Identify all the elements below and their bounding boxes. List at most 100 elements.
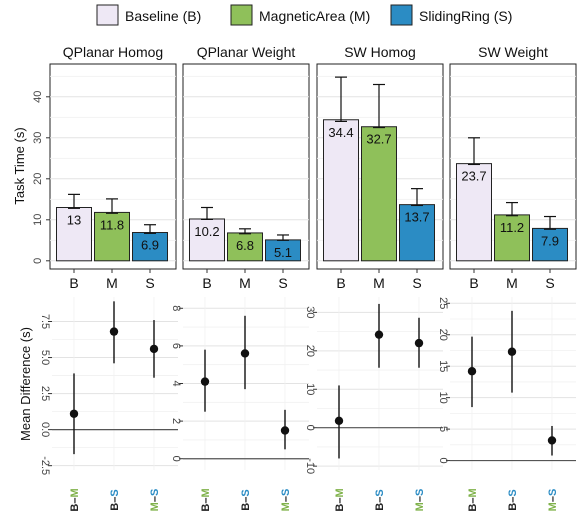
cmp-label-part: B <box>334 504 346 512</box>
cmp-label-part: B <box>200 504 212 512</box>
cmp-label-sep: – <box>374 497 386 503</box>
bar-M <box>494 214 530 262</box>
y-tick-label: 0 <box>304 425 316 431</box>
bar-panel-1: QPlanar Homog 0 10 20 30 40 13 B 11.8 M 6.9 S <box>32 44 177 291</box>
mean-point <box>240 349 250 358</box>
cmp-label-part: M <box>200 488 212 497</box>
legend-label-M: MagneticArea (M) <box>259 8 370 24</box>
x-tick-label: M–S <box>414 489 426 512</box>
cmp-label-sep: – <box>109 497 121 503</box>
x-tick-label: B <box>69 275 78 291</box>
mean-point <box>547 436 557 445</box>
cmp-label-part: S <box>109 489 121 496</box>
x-tick-label: M <box>506 275 518 291</box>
y-tick-label: 10 <box>437 392 449 404</box>
cmp-label-sep: – <box>547 496 559 502</box>
bar-value-label: 32.7 <box>366 132 391 147</box>
legend-swatch-M <box>230 4 253 26</box>
cmp-label-part: M <box>280 502 292 511</box>
y-tick-label: -2.5 <box>39 456 51 475</box>
bar-value-label: 11.2 <box>500 220 524 235</box>
y-tick-label: 8 <box>170 305 182 311</box>
x-tick-label: B <box>336 275 345 291</box>
legend-label-S: SlidingRing (S) <box>419 8 512 24</box>
cmp-label-sep: – <box>414 496 426 502</box>
cmp-label-sep: – <box>280 496 292 502</box>
mean-point <box>467 367 477 376</box>
bar-M <box>227 232 263 262</box>
y-tick-label: 20 <box>32 173 44 185</box>
bar-B <box>323 119 359 262</box>
cmp-label-sep: – <box>467 498 479 504</box>
cmp-label-part: S <box>547 489 559 496</box>
y-tick-label: 10 <box>32 214 44 226</box>
x-tick-label: M <box>373 275 385 291</box>
x-tick-label: B–S <box>240 489 252 510</box>
mean-point <box>69 409 79 418</box>
facet-title: SW Weight <box>478 44 548 60</box>
cmp-label-part: B <box>240 503 252 511</box>
cmp-label-sep: – <box>200 498 212 504</box>
cmp-label-sep: – <box>507 497 519 503</box>
legend-swatch-S <box>390 4 413 26</box>
y-tick-label: 30 <box>32 132 44 144</box>
x-tick-label: B–M <box>334 488 346 511</box>
cmp-label-part: M <box>414 502 426 511</box>
x-tick-label: S <box>145 275 154 291</box>
y-tick-label: 40 <box>32 91 44 103</box>
cmp-label-part: B <box>109 503 121 511</box>
y-tick-label: 20 <box>304 345 316 357</box>
mean-point <box>280 426 290 435</box>
bar-M <box>94 211 130 262</box>
bar-panel-2: QPlanar Weight 10.2 B 6.8 M 5.1 S <box>182 44 310 291</box>
cmp-label-part: M <box>334 488 346 497</box>
x-tick-label: S <box>412 275 421 291</box>
cmp-label-part: B <box>507 503 519 511</box>
y-tick-label: -10 <box>304 458 316 474</box>
mean-point <box>109 327 119 336</box>
y-tick-label: 0.0 <box>39 422 51 437</box>
y-tick-label: 5 <box>437 426 449 432</box>
legend: Baseline (B) MagneticArea (M) SlidingRing … <box>96 4 512 26</box>
cmp-label-part: B <box>69 504 81 512</box>
y-tick-label: 2.5 <box>39 386 51 401</box>
bar-value-label: 7.9 <box>541 233 559 248</box>
mean-point <box>374 330 384 339</box>
bar-value-label: 23.7 <box>461 169 486 184</box>
y-tick-label: 2 <box>170 418 182 424</box>
bar-value-label: 5.1 <box>274 245 292 260</box>
x-tick-label: S <box>278 275 287 291</box>
x-tick-label: B–M <box>200 488 212 511</box>
x-tick-label: B–M <box>467 488 479 511</box>
mean-point <box>149 344 159 354</box>
bar-value-label: 6.8 <box>236 238 254 253</box>
mean-point <box>334 416 344 425</box>
x-tick-label: M–S <box>280 489 292 512</box>
bar-S <box>132 232 168 262</box>
cmp-label-sep: – <box>240 497 252 503</box>
y-tick-label: 7.5 <box>39 314 51 329</box>
bar-value-label: 10.2 <box>194 224 219 239</box>
y-tick-label: 15 <box>437 360 449 372</box>
y-tick-label: 0 <box>32 258 44 264</box>
mean-point <box>507 347 517 356</box>
y-tick-label: 5.0 <box>39 350 51 365</box>
x-tick-label: B–M <box>69 488 81 511</box>
bar-value-label: 6.9 <box>141 238 159 253</box>
y-tick-label: 25 <box>437 297 449 309</box>
cmp-label-part: B <box>467 504 479 512</box>
x-tick-label: M <box>106 275 118 291</box>
mean-diff-ylabel: Mean Difference (s) <box>18 327 33 441</box>
cmp-label-part: M <box>149 502 161 511</box>
bar-value-label: 34.4 <box>328 125 353 140</box>
task-time-ylabel: Task Time (s) <box>12 127 27 204</box>
task-time-chart: Task Time (s) QPlanar Homog 0 10 20 30 40 13 B 11… <box>12 44 577 291</box>
cmp-label-part: B <box>374 503 386 511</box>
x-tick-label: M–S <box>547 489 559 512</box>
x-tick-label: B–S <box>109 489 121 510</box>
bar-panel-4: SW Weight 23.7 B 11.2 M 7.9 S <box>449 44 577 291</box>
facet-title: QPlanar Weight <box>197 44 296 60</box>
